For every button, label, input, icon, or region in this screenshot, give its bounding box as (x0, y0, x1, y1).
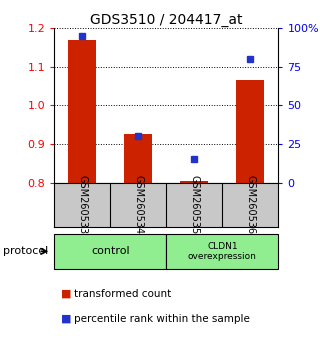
Bar (236, 80, 264, 183)
Text: transformed count: transformed count (74, 289, 171, 299)
Text: GSM260533: GSM260533 (77, 175, 87, 234)
Text: ■: ■ (61, 289, 71, 299)
Text: GSM260535: GSM260535 (189, 175, 199, 234)
Text: percentile rank within the sample: percentile rank within the sample (74, 314, 250, 324)
Bar (124, 134, 152, 183)
Text: ■: ■ (61, 314, 71, 324)
Text: control: control (91, 246, 130, 256)
Bar (68, 40, 96, 183)
Text: protocol: protocol (3, 246, 48, 256)
Bar (180, 181, 208, 183)
Text: GSM260536: GSM260536 (245, 175, 255, 234)
Text: GSM260534: GSM260534 (133, 175, 143, 234)
Text: CLDN1
overexpression: CLDN1 overexpression (188, 242, 257, 261)
Title: GDS3510 / 204417_at: GDS3510 / 204417_at (90, 13, 243, 27)
